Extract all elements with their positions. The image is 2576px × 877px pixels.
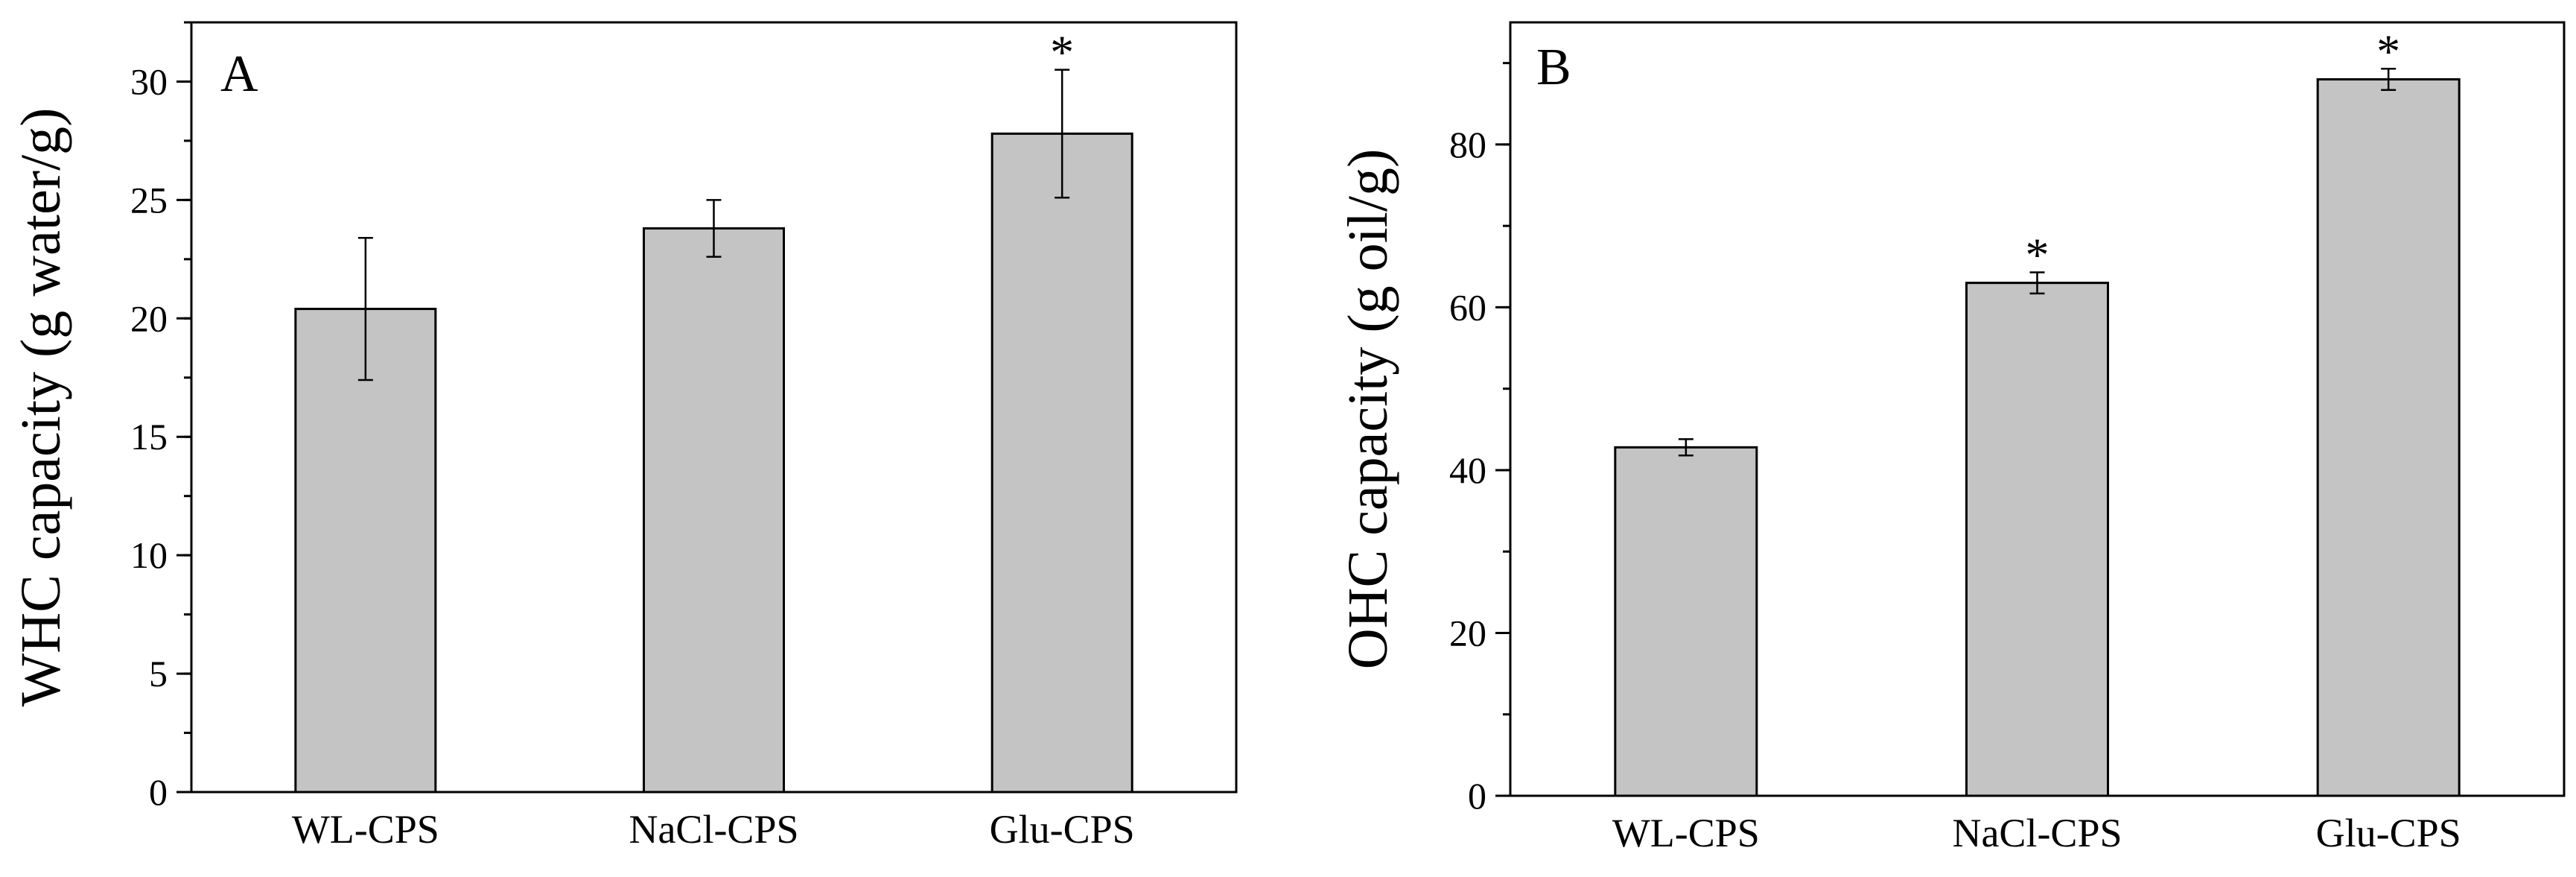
y-tick-label: 5 xyxy=(149,653,168,694)
y-tick-label: 20 xyxy=(1449,612,1486,653)
significance-marker: * xyxy=(1050,26,1074,79)
y-axis-title: OHC capacity (g oil/g) xyxy=(1337,149,1399,670)
y-tick-label: 80 xyxy=(1449,124,1486,165)
panel-a-whc-chart: 0 5 10 15 20 25 30 WL-CPS NaCl-CPS * Glu-CPS A WHC c… xyxy=(10,21,1238,852)
y-tick-label: 15 xyxy=(130,416,168,458)
y-tick-label: 20 xyxy=(130,297,168,339)
panel-letter: A xyxy=(220,45,258,103)
y-tick-label: 25 xyxy=(130,179,168,221)
y-tick-label: 40 xyxy=(1449,449,1486,491)
y-axis-title: WHC capacity (g water/g) xyxy=(10,108,72,707)
x-tick-label: WL-CPS xyxy=(292,807,439,852)
y-tick-label: 0 xyxy=(149,771,168,813)
x-tick-label: NaCl-CPS xyxy=(1952,811,2122,855)
bar-wl-cps xyxy=(1614,446,1758,797)
x-tick-label: NaCl-CPS xyxy=(629,807,798,852)
y-tick-label: 30 xyxy=(130,60,168,102)
bar-nacl-cps xyxy=(643,227,785,794)
x-tick-label: Glu-CPS xyxy=(990,807,1135,852)
significance-marker: * xyxy=(2376,25,2400,77)
panel-letter: B xyxy=(1536,39,1571,96)
bar-nacl-cps xyxy=(1965,282,2109,797)
x-tick-label: Glu-CPS xyxy=(2316,811,2461,855)
y-tick-label: 60 xyxy=(1449,286,1486,328)
panel-b-ohc-chart: 0 20 40 60 80 WL-CPS * NaCl-CPS * Glu-CPS B OHC cap… xyxy=(1337,21,2566,855)
y-tick-label: 0 xyxy=(1468,775,1486,817)
bar-wl-cps xyxy=(294,308,437,794)
significance-marker: * xyxy=(2026,228,2049,281)
bar-glu-cps xyxy=(990,132,1133,794)
x-tick-label: WL-CPS xyxy=(1612,811,1760,855)
bar-glu-cps xyxy=(2316,77,2461,797)
y-tick-label: 10 xyxy=(130,534,168,576)
